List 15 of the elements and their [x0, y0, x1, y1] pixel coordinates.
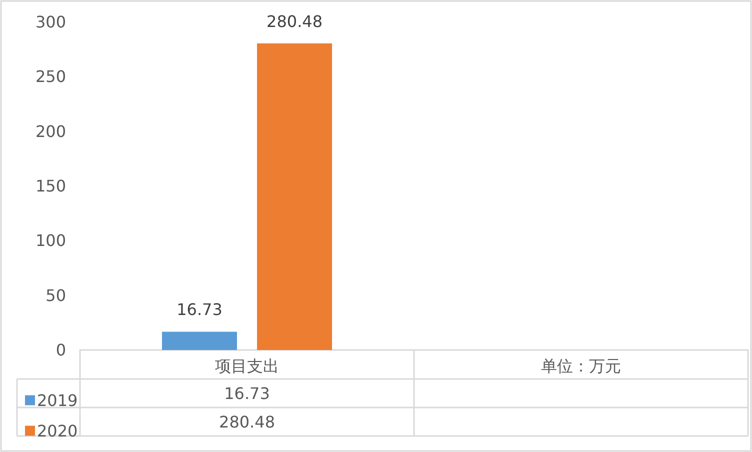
- y-tick-label: 200: [35, 122, 66, 141]
- y-tick-label: 250: [35, 67, 66, 86]
- y-tick-label: 50: [46, 286, 66, 305]
- text: 280.48: [219, 412, 275, 432]
- y-tick-label: 150: [35, 176, 66, 196]
- y-tick-label: 100: [35, 231, 66, 250]
- legend-label: 2019: [37, 390, 78, 410]
- y-tick-label: 0: [56, 340, 66, 360]
- y-tick-label: 300: [35, 12, 66, 32]
- x-tick-label: 单位：万元: [541, 356, 621, 376]
- legend-label: 2020: [37, 421, 78, 440]
- data-label: 280.48: [266, 12, 323, 31]
- text: 16.73: [224, 384, 270, 403]
- x-tick-label: 项目支出: [215, 356, 279, 376]
- data-label: 16.73: [176, 300, 222, 320]
